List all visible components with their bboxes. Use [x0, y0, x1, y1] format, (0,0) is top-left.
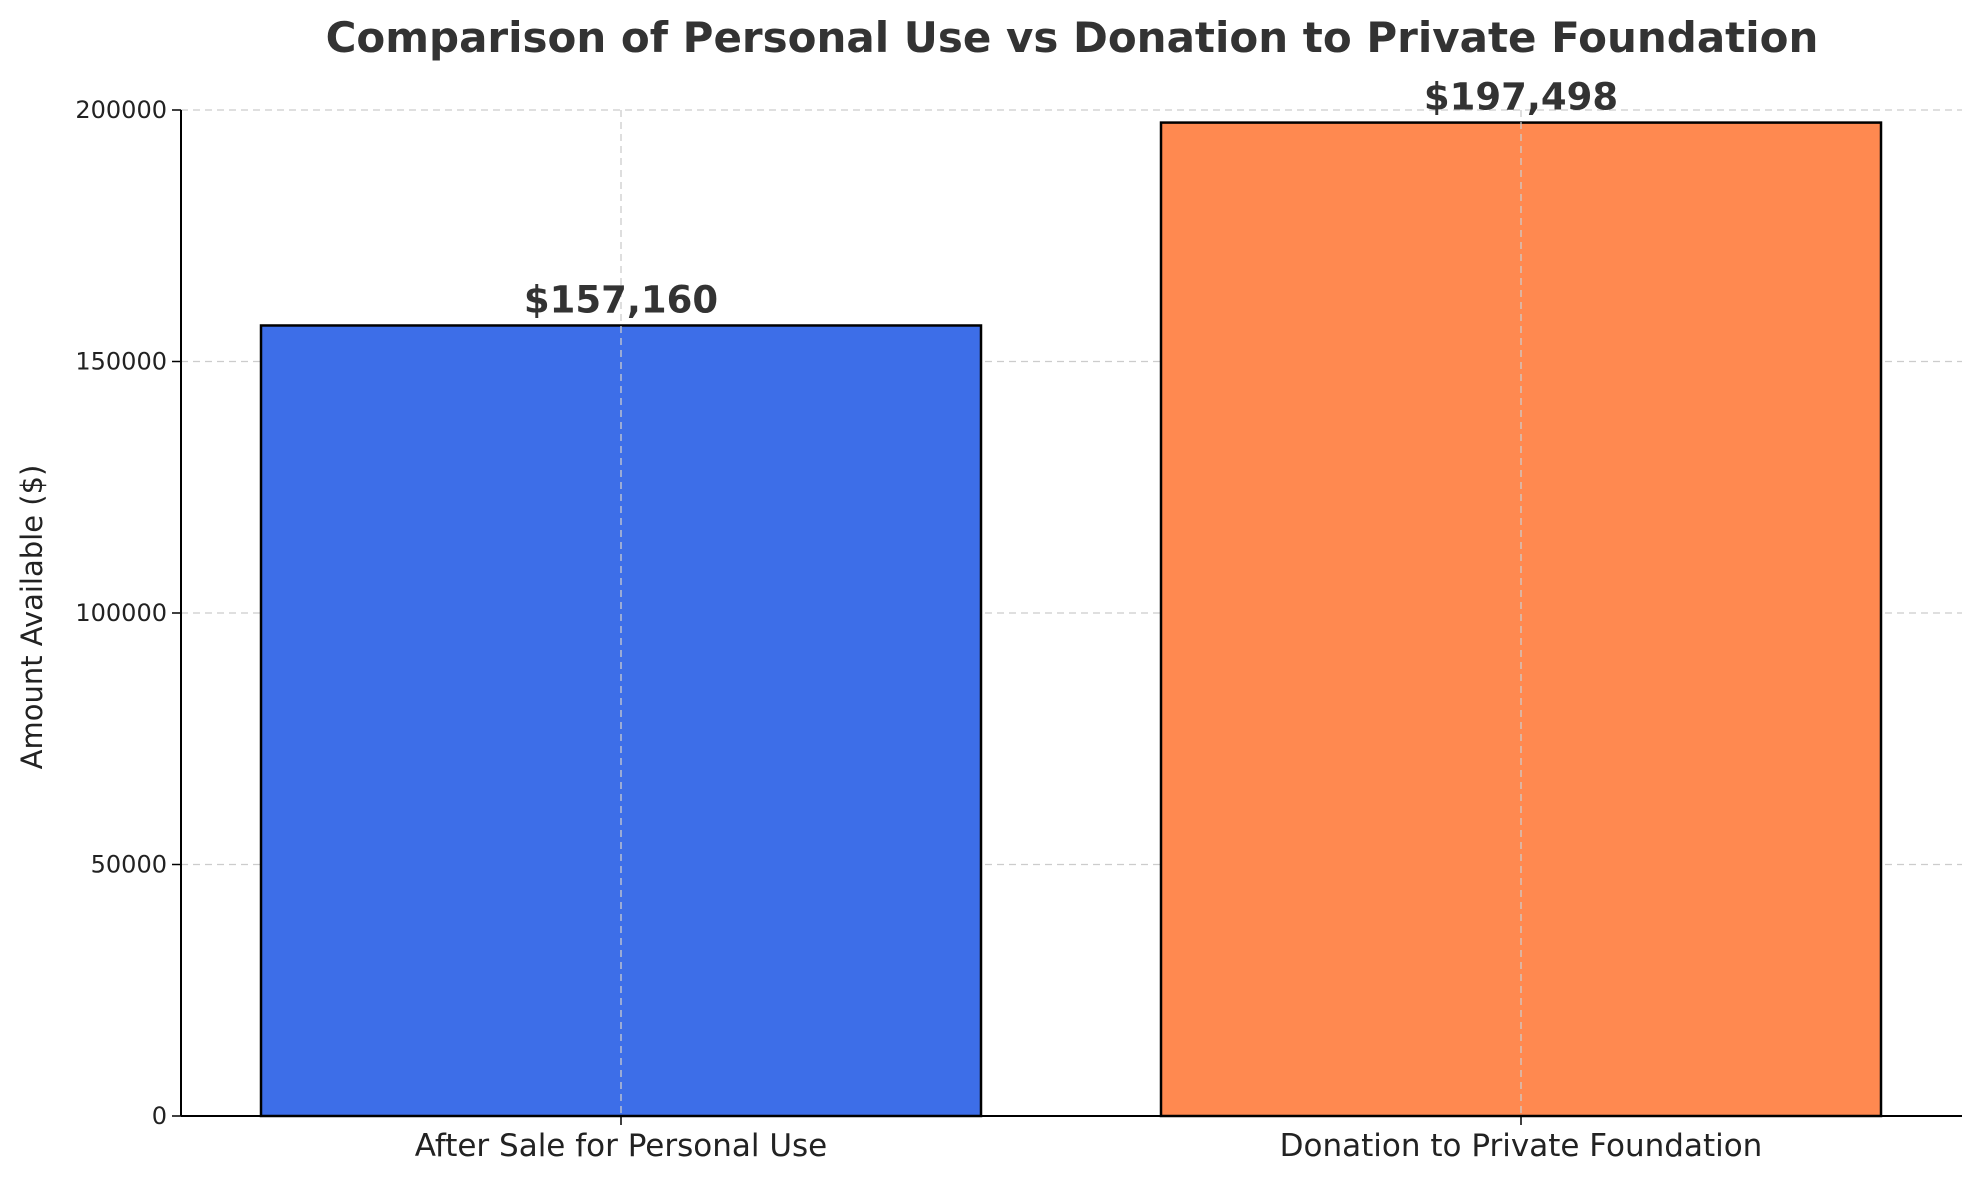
- bar-value-label: $157,160: [524, 278, 718, 321]
- x-tick-label: After Sale for Personal Use: [415, 1128, 828, 1164]
- y-axis-label: Amount Available ($): [15, 465, 49, 770]
- y-tick-label: 50000: [91, 851, 167, 879]
- chart-title: Comparison of Personal Use vs Donation t…: [326, 13, 1819, 62]
- bar-value-label: $197,498: [1424, 76, 1618, 119]
- x-tick-label: Donation to Private Foundation: [1280, 1128, 1763, 1164]
- y-tick-label: 100000: [75, 599, 167, 627]
- bar: [259, 324, 983, 1118]
- bars-layer: [259, 110, 1883, 1118]
- y-tick-label: 200000: [75, 96, 167, 124]
- y-tick-label: 0: [152, 1102, 167, 1130]
- axes-layer: [172, 109, 1962, 1125]
- y-tick-label: 150000: [75, 348, 167, 376]
- labels-layer: 0 50000 100000 150000 200000 $157,160 $197,498…: [75, 76, 1762, 1164]
